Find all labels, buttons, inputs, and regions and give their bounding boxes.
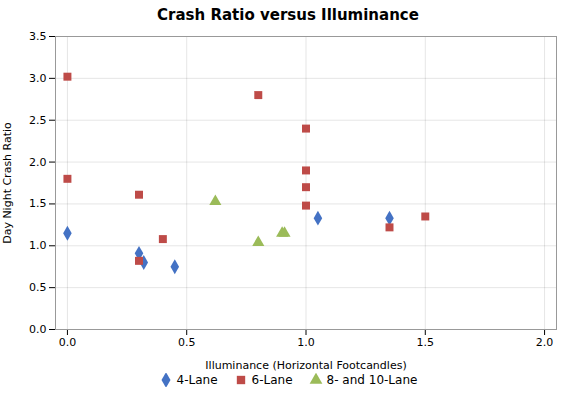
svg-text:0.5: 0.5 [29, 281, 47, 294]
html-text:Crash Ratio versus Illuminance: Crash Ratio versus Illuminance [157, 6, 419, 24]
html-text:6-Lane: 6-Lane [251, 373, 293, 387]
svg-text:1.5: 1.5 [29, 197, 47, 210]
svg-text:2.5: 2.5 [29, 114, 47, 127]
svg-text:2.0: 2.0 [29, 156, 47, 169]
html-text:4-Lane: 4-Lane [176, 373, 218, 387]
svg-text:3.5: 3.5 [29, 30, 47, 43]
svg-text:3.0: 3.0 [29, 72, 47, 85]
svg-text:0.5: 0.5 [178, 336, 196, 349]
svg-text:1.0: 1.0 [297, 336, 315, 349]
svg-text:0.0: 0.0 [59, 336, 77, 349]
svg-text:Day Night Crash Ratio: Day Night Crash Ratio [1, 122, 14, 244]
svg-text:0.0: 0.0 [29, 323, 47, 336]
svg-text:Illuminance (Horizontal Footca: Illuminance (Horizontal Footcandles) [205, 359, 406, 372]
svg-text:1.0: 1.0 [29, 239, 47, 252]
html-text:8- and 10-Lane: 8- and 10-Lane [326, 373, 418, 387]
svg-text:2.0: 2.0 [536, 336, 554, 349]
svg-text:1.5: 1.5 [417, 336, 435, 349]
